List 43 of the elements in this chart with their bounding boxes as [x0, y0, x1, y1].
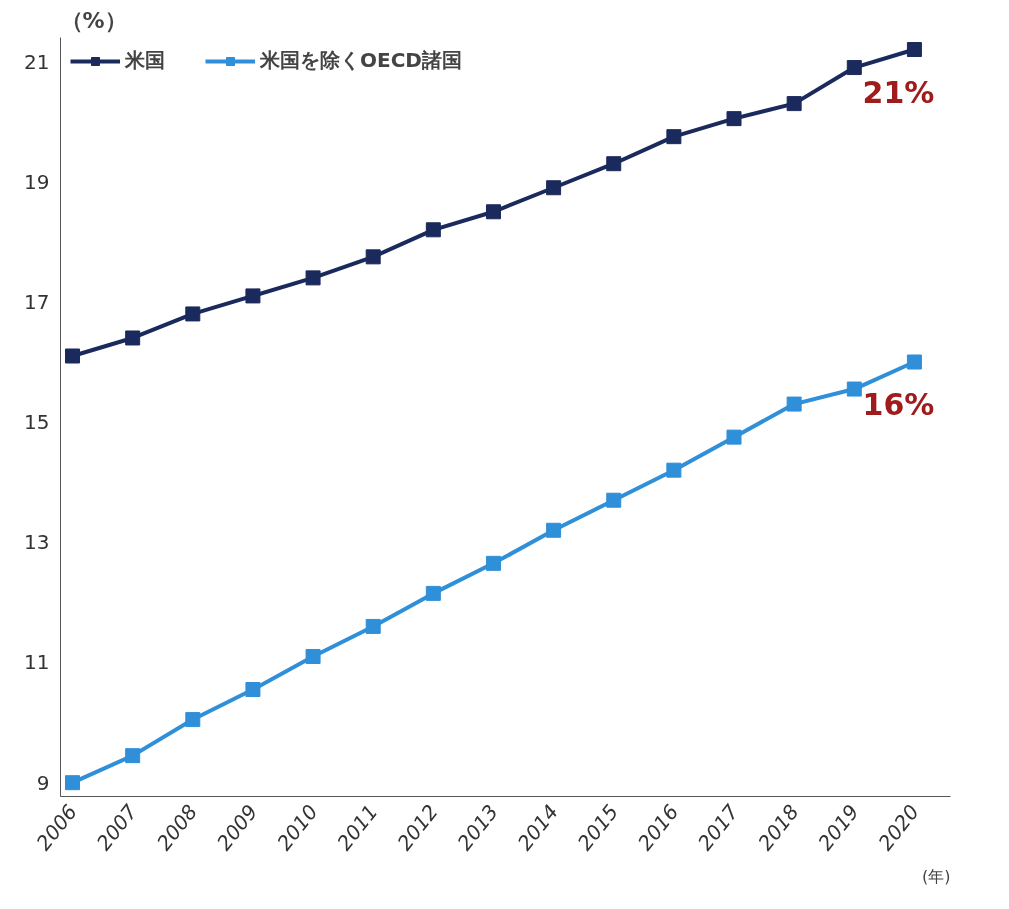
y-tick-label: 17: [24, 289, 50, 314]
point: [365, 618, 381, 634]
y-tick-label: 21: [24, 49, 50, 74]
point: [245, 288, 261, 304]
point: [606, 156, 622, 172]
y-tick-label: 15: [24, 410, 50, 435]
y-axis-title: （%）: [60, 7, 127, 33]
annotation: 21%: [862, 74, 935, 110]
point: [906, 42, 922, 58]
point: [485, 555, 501, 571]
x-axis-title: (年): [922, 866, 951, 886]
point: [425, 585, 441, 601]
point: [546, 180, 562, 196]
point: [425, 222, 441, 238]
point: [666, 462, 682, 478]
point: [125, 748, 141, 764]
point: [906, 354, 922, 370]
point: [185, 306, 201, 322]
point: [65, 775, 81, 791]
annotation: 16%: [862, 387, 935, 423]
point: [546, 522, 562, 538]
point: [485, 204, 501, 220]
point: [125, 330, 141, 346]
point: [666, 129, 682, 145]
y-tick-label: 9: [36, 770, 50, 795]
point: [65, 348, 81, 364]
y-tick-label: 13: [24, 530, 50, 555]
point: [846, 381, 862, 397]
point: [726, 429, 742, 445]
point: [185, 712, 201, 728]
legend-label: 米国: [125, 47, 165, 74]
point: [305, 648, 321, 664]
point: [245, 682, 261, 698]
point: [786, 396, 802, 412]
point: [365, 249, 381, 265]
point: [846, 60, 862, 76]
y-tick-label: 19: [24, 169, 50, 194]
legend-label: 米国を除くOECD諸国: [260, 47, 462, 74]
y-tick-label: 11: [24, 650, 50, 675]
point: [606, 492, 622, 508]
point: [305, 270, 321, 286]
point: [786, 96, 802, 112]
point: [726, 111, 742, 127]
